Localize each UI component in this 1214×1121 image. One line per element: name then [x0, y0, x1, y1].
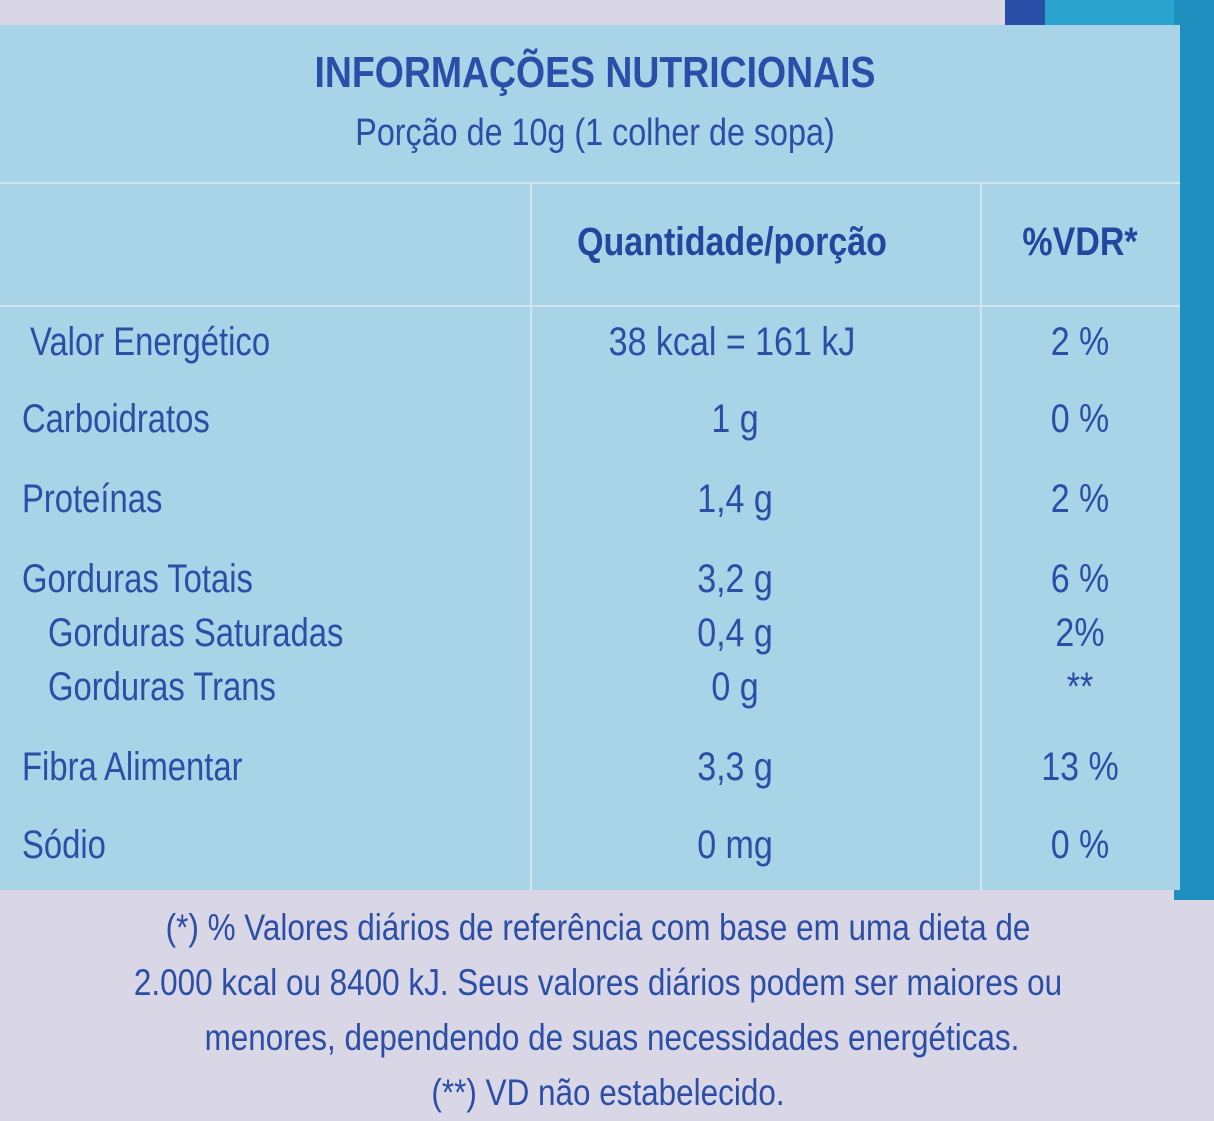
row-quantity: 1,4 g [697, 477, 773, 521]
divider [980, 182, 982, 890]
row-vdr: 0 % [1050, 823, 1110, 867]
table-title: INFORMAÇÕES NUTRICIONAIS [314, 48, 876, 97]
footnote-line: 2.000 kcal ou 8400 kJ. Seus valores diár… [133, 962, 1063, 1003]
row-quantity: 38 kcal = 161 kJ [608, 320, 856, 364]
row-label: Carboidratos [22, 397, 210, 441]
row-quantity: 0,4 g [697, 611, 773, 655]
row-quantity: 1 g [711, 397, 759, 441]
row-label: Sódio [22, 823, 106, 867]
packaging-stripe [1174, 0, 1214, 900]
row-label: Fibra Alimentar [22, 745, 243, 789]
header-vdr: %VDR* [1022, 220, 1138, 264]
row-label: Valor Energético [30, 320, 271, 364]
row-quantity: 0 g [711, 665, 759, 709]
packaging-stripe [1005, 0, 1045, 25]
row-label: Gorduras Totais [22, 557, 253, 601]
header-quantity: Quantidade/porção [577, 220, 887, 264]
footnote-line: (*) % Valores diários de referência com … [165, 907, 1031, 948]
nutrition-table: INFORMAÇÕES NUTRICIONAIS Porção de 10g (… [0, 25, 1180, 890]
footnote-line: menores, dependendo de suas necessidades… [204, 1017, 1020, 1058]
serving-size: Porção de 10g (1 colher de sopa) [355, 112, 835, 154]
row-vdr: 0 % [1050, 397, 1110, 441]
divider [530, 182, 532, 890]
row-vdr: 13 % [1041, 745, 1119, 789]
divider [0, 182, 1180, 184]
row-quantity: 3,3 g [697, 745, 773, 789]
row-label: Gorduras Saturadas [48, 611, 344, 655]
row-label: Gorduras Trans [48, 665, 276, 709]
row-vdr: 2% [1055, 611, 1105, 655]
row-quantity: 0 mg [697, 823, 773, 867]
footnote-line: (**) VD não estabelecido. [431, 1072, 785, 1113]
row-vdr: ** [1066, 665, 1094, 709]
row-vdr: 2 % [1050, 477, 1110, 521]
divider [0, 305, 1180, 307]
row-vdr: 6 % [1050, 557, 1110, 601]
row-label: Proteínas [22, 477, 163, 521]
row-vdr: 2 % [1050, 320, 1110, 364]
row-quantity: 3,2 g [697, 557, 773, 601]
